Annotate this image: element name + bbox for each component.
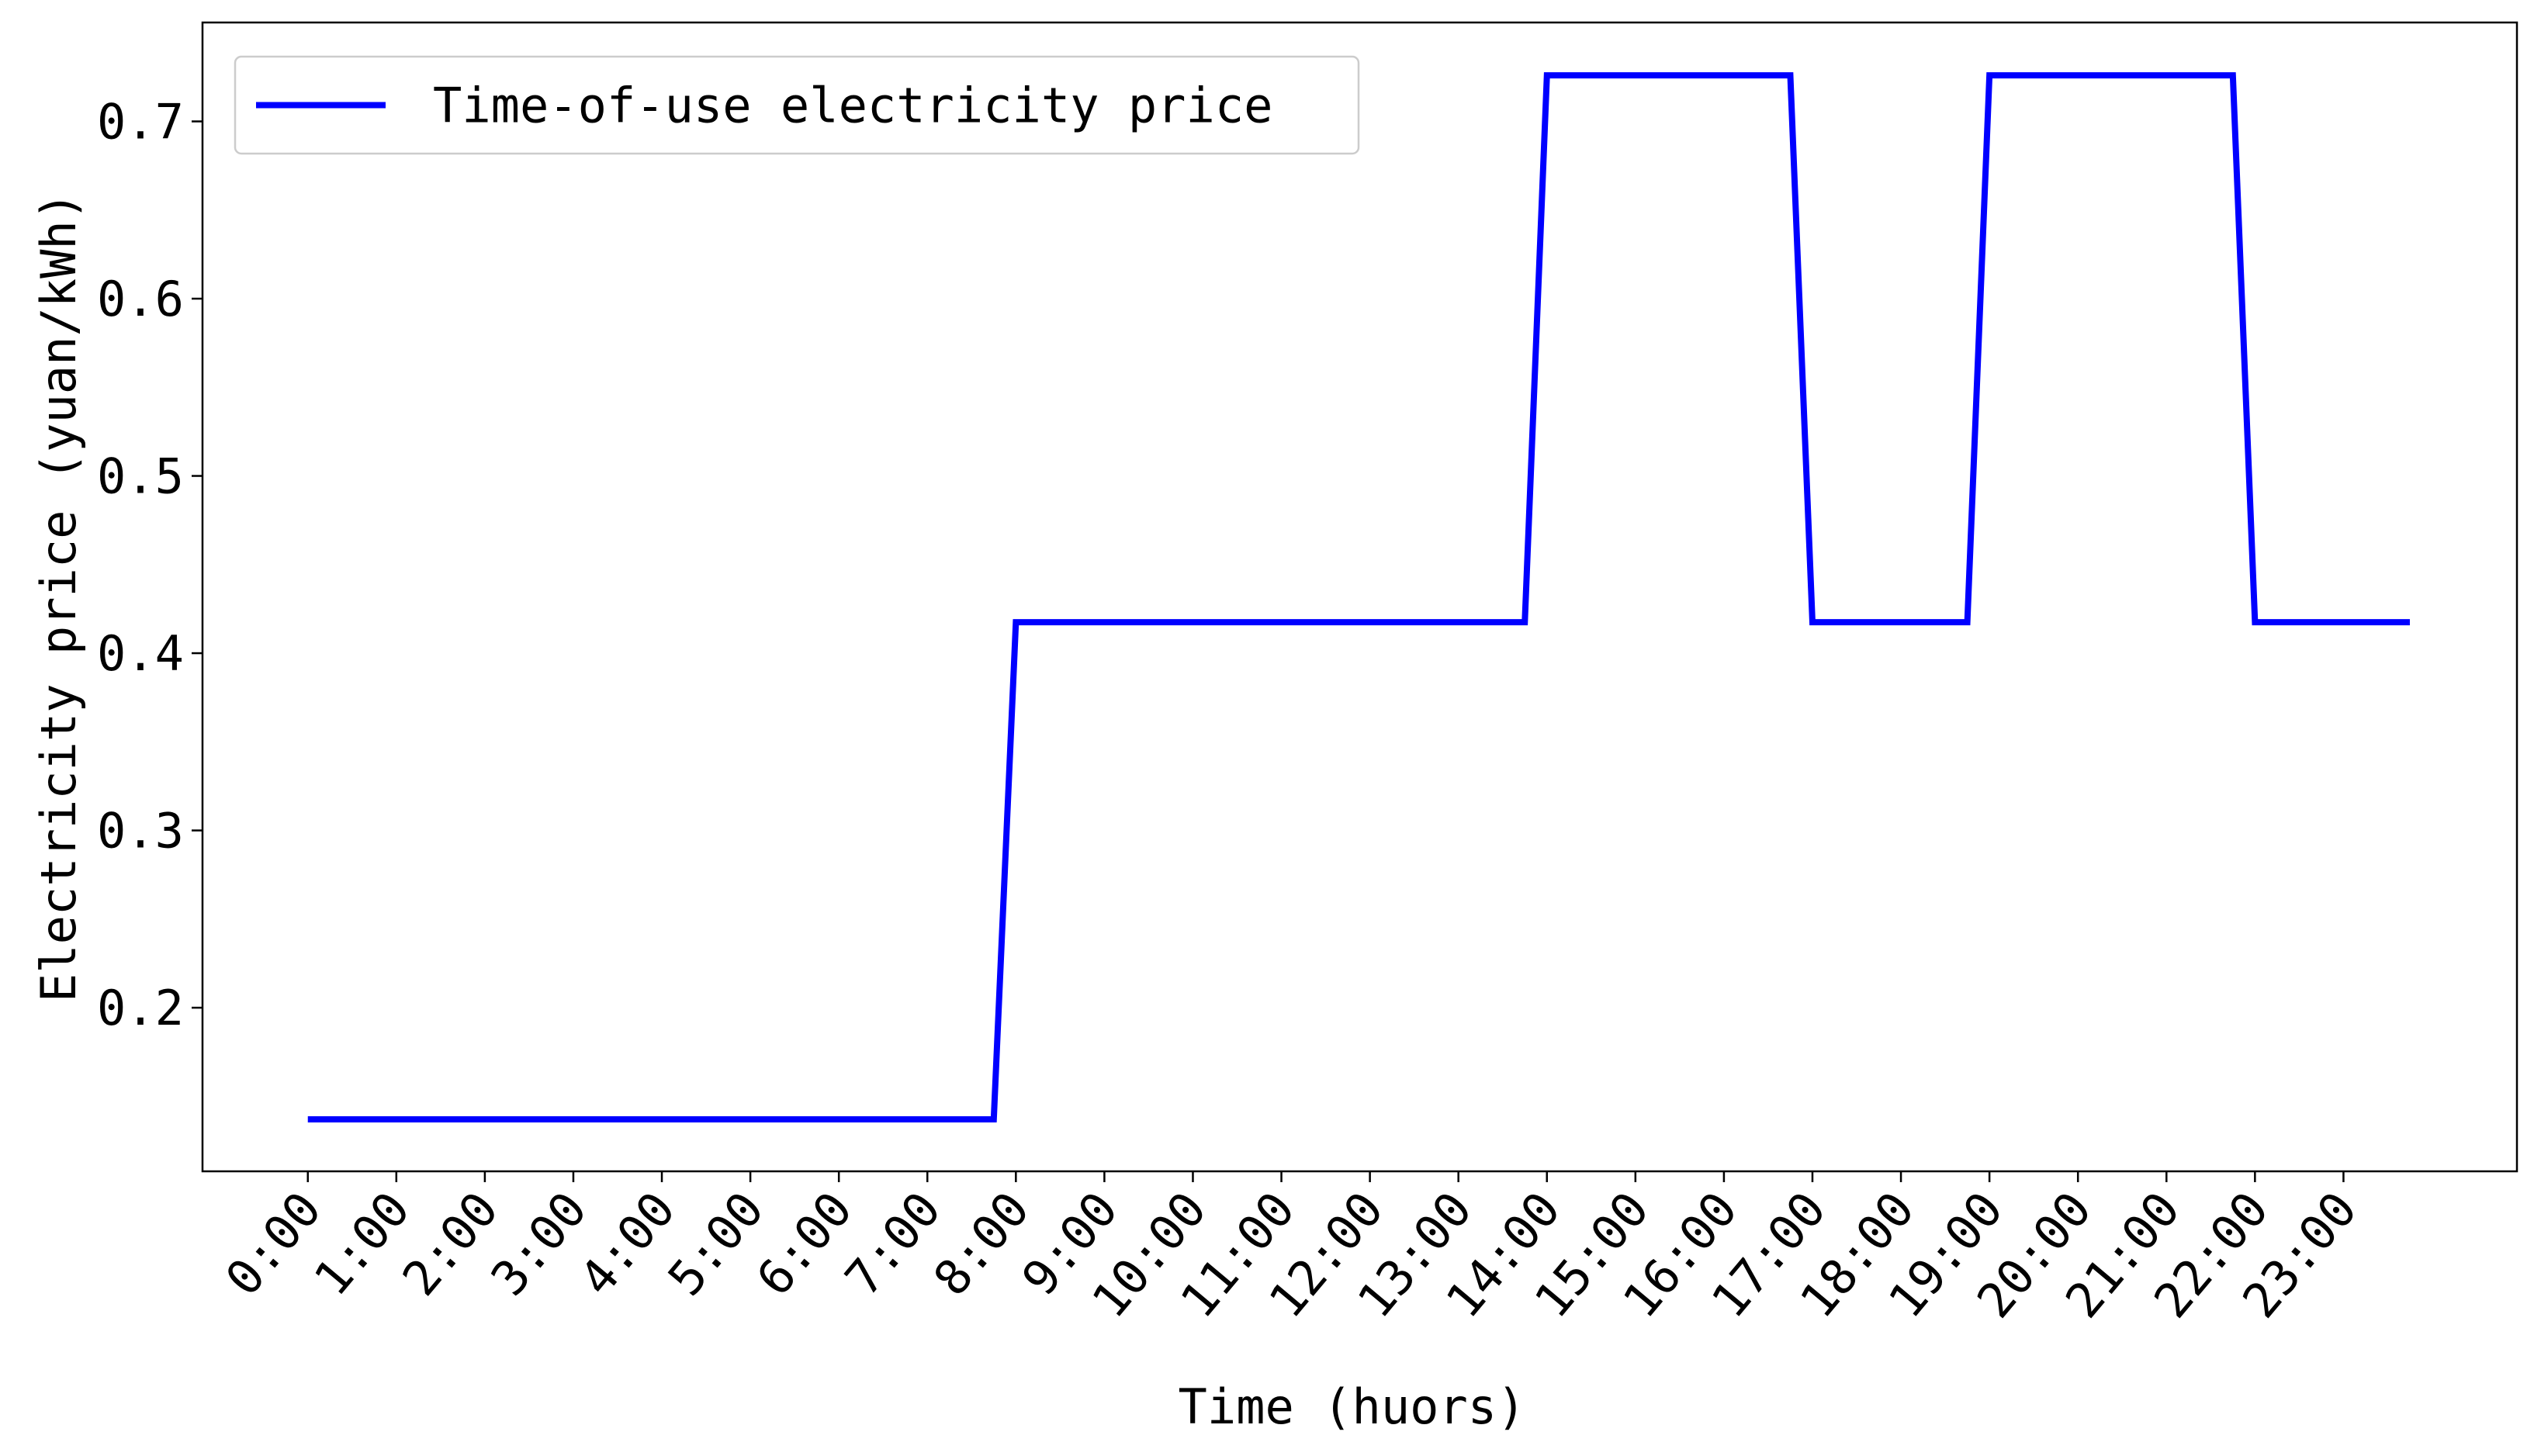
y-tick-label: 0.6 bbox=[97, 271, 184, 327]
legend-label: Time-of-use electricity price bbox=[433, 78, 1273, 134]
y-tick-label: 0.2 bbox=[97, 980, 184, 1036]
legend: Time-of-use electricity price bbox=[234, 55, 1360, 155]
y-axis-label: Electricity price (yuan/kWh) bbox=[30, 192, 87, 1002]
legend-box bbox=[234, 55, 1360, 155]
y-tick-label: 0.7 bbox=[97, 94, 184, 150]
y-tick-label: 0.5 bbox=[97, 448, 184, 505]
line bbox=[307, 72, 2410, 1123]
x-axis-label: Time (huors) bbox=[1179, 1378, 1526, 1435]
plot-frame bbox=[201, 21, 2518, 1173]
y-tick-label: 0.4 bbox=[97, 625, 184, 682]
y-tick-label: 0.3 bbox=[97, 803, 184, 859]
